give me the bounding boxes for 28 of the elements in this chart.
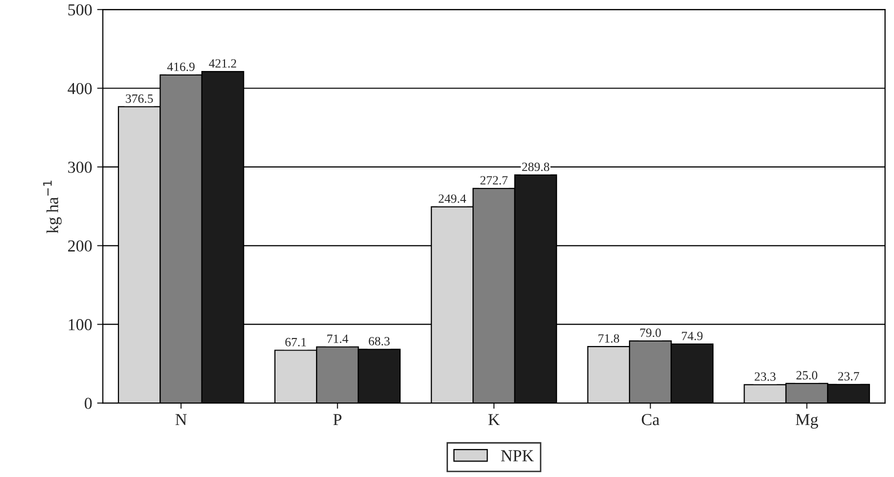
data-label: 71.8: [598, 334, 620, 343]
y-tick-label: 100: [68, 319, 92, 330]
data-label: 416.9: [167, 62, 195, 72]
y-tick-label: 300: [68, 162, 92, 173]
y-tick-label: 400: [68, 82, 92, 94]
x-tick-label: N: [175, 414, 187, 426]
data-label: 289.8: [522, 162, 550, 172]
x-tick-label: Mg: [796, 414, 818, 429]
legend-label: NPK: [501, 450, 534, 462]
data-label: 376.5: [126, 94, 153, 103]
data-label: 23.7: [838, 372, 860, 381]
y-axis-title: kg ha$^{−1}$: [43, 180, 62, 234]
data-label: 79.0: [640, 328, 661, 338]
x-tick-label: P: [333, 414, 342, 426]
data-label: 68.3: [368, 336, 390, 346]
x-tick-label: Ca: [642, 414, 660, 426]
data-label: 71.4: [327, 334, 348, 343]
data-label: 23.3: [754, 372, 776, 381]
y-tick-label: 200: [68, 240, 92, 252]
x-tick-label: K: [488, 414, 500, 426]
data-label: 421.2: [208, 59, 236, 68]
y-tick-label: 0: [84, 398, 92, 410]
y-tick-label: 500: [68, 4, 92, 16]
data-label: 67.1: [285, 338, 306, 346]
data-label: 74.9: [682, 332, 703, 340]
data-label: 249.4: [438, 194, 466, 203]
data-label: 25.0: [796, 371, 818, 380]
data-label: 272.7: [480, 176, 508, 185]
